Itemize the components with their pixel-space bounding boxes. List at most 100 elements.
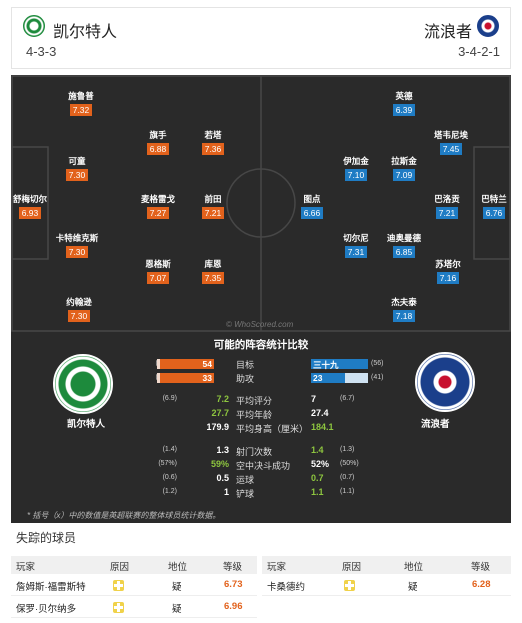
player-rating: 7.09 <box>392 169 416 181</box>
stat-label: 平均评分 <box>236 396 273 406</box>
home-bar-value: 33 <box>202 373 212 383</box>
away-league-value: (50%) <box>340 460 359 467</box>
missing-player-name[interactable]: 保罗·贝尔纳多 <box>16 604 77 615</box>
player-rating: 7.35 <box>201 272 225 284</box>
home-league-value: (1.4) <box>162 446 177 453</box>
missing-home-header: 玩家 原因 地位 等级 <box>11 556 257 574</box>
home-team-name[interactable]: 凯尔特人 <box>53 24 118 41</box>
missing-home-row[interactable]: 詹姆斯·福雷斯特 疑 6.73 <box>11 576 257 596</box>
away-league-value: (56) <box>371 360 384 367</box>
player-rating: 7.27 <box>146 207 170 219</box>
player-home-4[interactable]: 可童 7.30 <box>37 155 117 181</box>
player-away-3[interactable]: 伊加金 7.10 <box>316 155 396 181</box>
comparison-stat-row: (0.6) 0.5 运球 0.7 (0.7) <box>11 473 511 485</box>
stat-label: 平均年龄 <box>236 410 273 420</box>
injury-icon <box>113 580 124 591</box>
player-rating: 7.31 <box>344 246 368 258</box>
player-rating: 7.07 <box>146 272 170 284</box>
player-home-2[interactable]: 旗手 6.88 <box>118 129 198 155</box>
player-home-9[interactable]: 恩格斯 7.07 <box>118 258 198 284</box>
col-status: 地位 <box>404 562 424 573</box>
missing-player-name[interactable]: 詹姆斯·福雷斯特 <box>16 582 86 593</box>
away-league-value: (1.3) <box>340 446 355 453</box>
injury-icon <box>113 602 124 613</box>
player-home-8[interactable]: 卡特维克斯 7.30 <box>37 232 117 258</box>
missing-away-row[interactable]: 卡桑德约 疑 6.28 <box>262 576 511 596</box>
home-bar-value: 54 <box>202 359 212 369</box>
comparison-away-team[interactable]: 流浪者 <box>421 419 450 430</box>
player-rating: 6.39 <box>392 104 416 116</box>
player-away-6[interactable]: 巴洛贡 7.21 <box>407 193 487 219</box>
missing-away-header: 玩家 原因 地位 等级 <box>262 556 511 574</box>
player-rating: 7.45 <box>439 143 463 155</box>
player-rating: 6.76 <box>482 207 506 219</box>
home-formation: 4-3-3 <box>26 44 57 59</box>
away-stat-value: 0.7 <box>311 473 324 483</box>
col-player: 玩家 <box>16 562 36 573</box>
missing-players-title: 失踪的球员 <box>16 531 77 545</box>
home-crest-large-icon <box>53 354 113 414</box>
player-rating: 6.85 <box>392 246 416 258</box>
player-home-11[interactable]: 约翰逊 7.30 <box>39 296 119 322</box>
player-name: 伊加金 <box>343 156 369 166</box>
missing-status: 疑 <box>408 582 418 593</box>
home-stat-value: 7.2 <box>216 394 229 404</box>
player-name: 切尔尼 <box>343 233 369 243</box>
col-player: 玩家 <box>267 562 287 573</box>
missing-home-row[interactable]: 保罗·贝尔纳多 疑 6.96 <box>11 598 257 618</box>
stat-label: 射门次数 <box>236 447 273 457</box>
player-name: 迪奥曼德 <box>386 233 421 243</box>
player-away-9[interactable]: 迪奥曼德 6.85 <box>364 232 444 258</box>
away-stat-value: 52% <box>311 459 330 469</box>
player-rating: 7.36 <box>201 143 225 155</box>
comparison-stat-row: (1.2) 1 铲球 1.1 (1.1) <box>11 487 511 499</box>
stat-label: 目标 <box>236 360 255 370</box>
player-name: 若塔 <box>204 130 222 140</box>
player-away-2[interactable]: 塔韦尼埃 7.45 <box>411 129 491 155</box>
player-name: 可童 <box>68 156 86 166</box>
missing-rating: 6.28 <box>472 579 491 590</box>
player-away-11[interactable]: 杰夫泰 7.18 <box>364 296 444 322</box>
away-league-value: (6.7) <box>340 395 355 402</box>
home-bar: 33 <box>157 373 214 383</box>
away-team-name[interactable]: 流浪者 <box>423 24 472 41</box>
injury-icon <box>344 580 355 591</box>
home-bar-fill <box>159 359 214 369</box>
pitch-lines <box>11 75 511 332</box>
stat-label: 空中决斗成功 <box>236 461 291 471</box>
away-bar-fill <box>311 373 346 383</box>
home-league-value: (0.6) <box>162 474 177 481</box>
player-away-4[interactable]: 拉斯金 7.09 <box>364 155 444 181</box>
comparison-home-team[interactable]: 凯尔特人 <box>67 419 106 430</box>
player-away-1[interactable]: 英德 6.39 <box>364 90 444 116</box>
player-home-10[interactable]: 库恩 7.35 <box>173 258 253 284</box>
home-stat-value: 59% <box>210 459 229 469</box>
player-name: 拉斯金 <box>391 156 417 166</box>
home-stat-value: 27.7 <box>211 408 229 418</box>
col-rating: 等级 <box>471 562 491 573</box>
player-home-3[interactable]: 若塔 7.36 <box>173 129 253 155</box>
player-rating: 7.21 <box>435 207 459 219</box>
home-league-value: (57%) <box>158 460 177 467</box>
away-crest-large-icon <box>415 352 475 412</box>
player-away-10[interactable]: 苏塔尔 7.16 <box>408 258 488 284</box>
player-home-6[interactable]: 麦格雷戈 7.27 <box>118 193 198 219</box>
player-home-7[interactable]: 前田 7.21 <box>173 193 253 219</box>
missing-player-name[interactable]: 卡桑德约 <box>267 582 306 593</box>
comparison-title: 可能的阵容统计比较 <box>213 339 309 351</box>
missing-rating: 6.73 <box>224 579 243 590</box>
comparison-stat-row: 179.9 平均身高（厘米） 184.1 <box>11 422 511 434</box>
player-home-5[interactable]: 舒梅切尔 6.93 <box>0 193 70 219</box>
player-name: 施鲁普 <box>68 91 94 101</box>
col-reason: 原因 <box>110 562 130 573</box>
player-away-7[interactable]: 巴特兰 6.76 <box>454 193 522 219</box>
away-league-value: (1.1) <box>340 488 355 495</box>
player-away-5[interactable]: 图点 6.66 <box>272 193 352 219</box>
player-away-8[interactable]: 切尔尼 7.31 <box>316 232 396 258</box>
comparison-stat-row: (57%) 59% 空中决斗成功 52% (50%) <box>11 459 511 471</box>
lineup-comparison: 可能的阵容统计比较 凯尔特人 流浪者 (86)54目标三十九(56)(64)33… <box>11 332 511 523</box>
col-rating: 等级 <box>223 562 243 573</box>
player-home-1[interactable]: 施鲁普 7.32 <box>41 90 121 116</box>
comparison-stat-row: (6.9) 7.2 平均评分 7 (6.7) <box>11 394 511 406</box>
